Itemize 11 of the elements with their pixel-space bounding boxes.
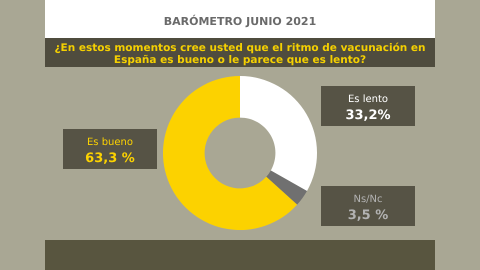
donut-slice <box>240 76 317 191</box>
data-label: 63,3 % <box>85 151 135 166</box>
slice-label: Es lento <box>348 94 388 105</box>
data-label: 3,5 % <box>348 208 388 223</box>
donut-slice <box>163 76 298 230</box>
donut-slice <box>266 170 308 205</box>
slice-label: Es bueno <box>86 137 134 148</box>
chart-title: BARÓMETRO JUNIO 2021 <box>164 14 316 28</box>
chart-subtitle: ¿En estos momentos cree usted que el ritmo de vacunación en España es bueno o le parece que es lento? <box>54 42 426 66</box>
slice-label: Ns/Nc <box>353 194 383 205</box>
data-label: 33,2% <box>345 108 391 123</box>
